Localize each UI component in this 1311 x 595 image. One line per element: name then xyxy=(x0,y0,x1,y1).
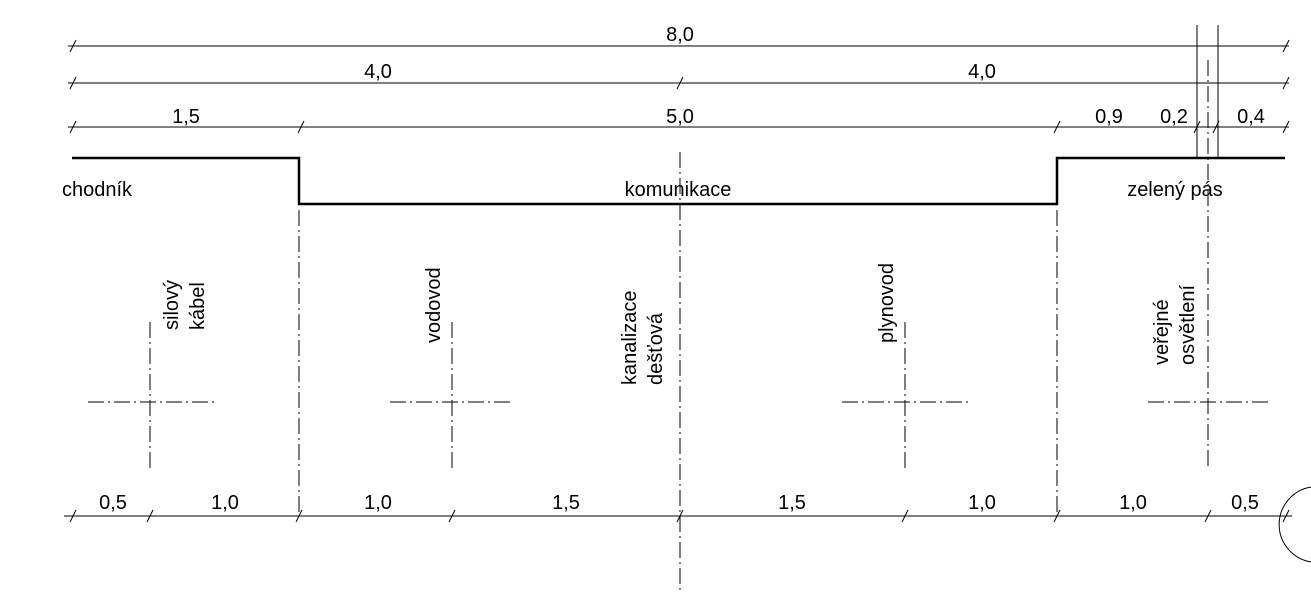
zone-green-label: zelený pás xyxy=(1127,179,1223,201)
dimension-green-c-label: 0,4 xyxy=(1237,106,1265,128)
dimension-bottom-label: 1,5 xyxy=(552,492,580,514)
dimension-line-halves: 4,0 4,0 xyxy=(68,61,1290,90)
utility-storm-sewer: kanalizace dešťová xyxy=(619,285,701,426)
utility-water-label: vodovod xyxy=(423,267,445,343)
lamp-reference-lines xyxy=(1196,25,1219,158)
utility-storm-sewer-label: kanalizace dešťová xyxy=(619,285,667,385)
dimension-bottom-label: 1,5 xyxy=(778,492,806,514)
dimension-bottom-label: 1,0 xyxy=(364,492,392,514)
dimension-half-right-label: 4,0 xyxy=(968,61,996,83)
utility-power: silový kábel xyxy=(88,274,214,470)
dimension-half-left-label: 4,0 xyxy=(364,61,392,83)
dimension-sidewalk-label: 1,5 xyxy=(172,106,200,128)
dimension-bottom-label: 1,0 xyxy=(211,492,239,514)
dimension-total-label: 8,0 xyxy=(666,24,694,46)
dimension-road-label: 5,0 xyxy=(666,106,694,128)
dimension-bottom-label: 0,5 xyxy=(1231,492,1259,514)
dimension-green-b-label: 0,2 xyxy=(1160,106,1188,128)
ground-profile xyxy=(72,156,1285,206)
utility-lighting: veřejné osvětlení xyxy=(1148,60,1272,470)
dimension-line-total: 8,0 xyxy=(68,24,1290,53)
utility-lighting-label: veřejné osvětlení xyxy=(1151,285,1199,365)
zone-sidewalk-label: chodník xyxy=(62,179,133,201)
utility-power-label: silový kábel xyxy=(161,274,209,330)
zone-road-label: komunikace xyxy=(625,179,732,201)
utility-water: vodovod xyxy=(390,267,514,470)
dimension-green-a-label: 0,9 xyxy=(1095,106,1123,128)
dimension-line-bottom: 0,5 1,0 1,0 1,5 1,5 1,0 1,0 0,5 xyxy=(64,492,1292,523)
utility-gas-label: plynovod xyxy=(876,263,898,343)
utility-gas: plynovod xyxy=(842,263,968,470)
edge-circle-fragment xyxy=(1278,486,1311,563)
dimension-bottom-label: 1,0 xyxy=(1119,492,1147,514)
storm-sewer-pipe xyxy=(655,380,701,426)
dimension-line-zones: 1,5 5,0 0,9 0,2 0,4 xyxy=(68,106,1290,134)
dimension-bottom-label: 1,0 xyxy=(968,492,996,514)
boundary-axis-lines xyxy=(298,152,1058,590)
dimension-bottom-label: 0,5 xyxy=(99,492,127,514)
